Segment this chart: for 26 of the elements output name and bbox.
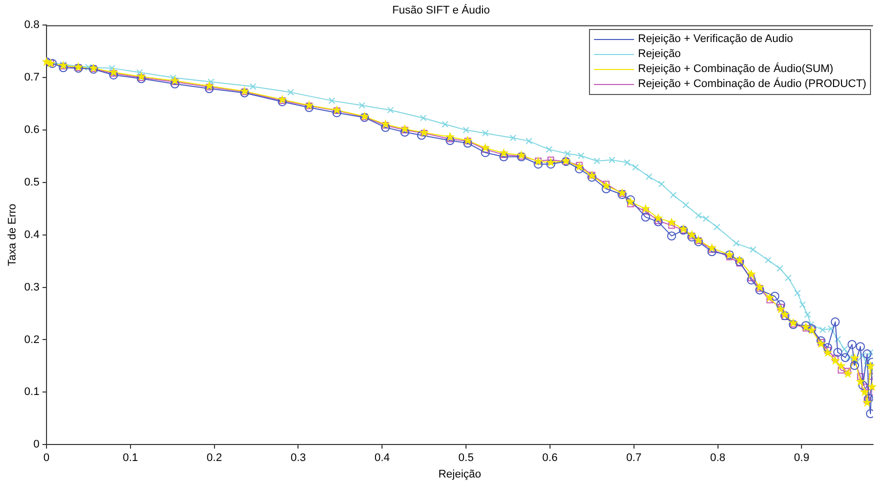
x-tick-label: 0.1 [122, 452, 138, 464]
y-tick-label: 0 [33, 438, 40, 451]
legend-label: Rejeição + Combinação de Áudio (PRODUCT) [638, 78, 866, 90]
x-tick-label: 0.2 [206, 452, 222, 464]
y-tick-label: 0.2 [24, 334, 40, 346]
x-tick-label: 0.5 [458, 452, 474, 464]
x-tick-label: 0.9 [794, 452, 810, 464]
y-tick-label: 0.8 [24, 19, 40, 32]
y-tick-label: 0.5 [24, 176, 40, 189]
chart-title: Fusão SIFT e Áudio [392, 4, 490, 17]
x-tick-label: 0.4 [374, 452, 390, 464]
y-tick-label: 0.3 [24, 281, 40, 294]
x-tick-label: 0.7 [626, 452, 642, 464]
x-tick-label: 0 [43, 452, 50, 464]
y-tick-label: 0.6 [24, 124, 40, 136]
legend-label: Rejeição [638, 48, 681, 60]
x-tick-label: 0.8 [710, 452, 726, 464]
legend-label: Rejeição + Combinação de Áudio(SUM) [638, 63, 834, 76]
y-tick-label: 0.7 [24, 72, 40, 84]
x-tick-label: 0.3 [290, 452, 306, 464]
y-tick-label: 0.4 [24, 228, 40, 241]
y-axis-title: Taxa de Erro [6, 204, 19, 266]
y-tick-label: 0.1 [24, 386, 40, 398]
legend-label: Rejeição + Verificação de Audio [638, 33, 794, 46]
x-tick-label: 0.6 [542, 452, 558, 464]
x-axis-title: Rejeição [438, 468, 482, 480]
